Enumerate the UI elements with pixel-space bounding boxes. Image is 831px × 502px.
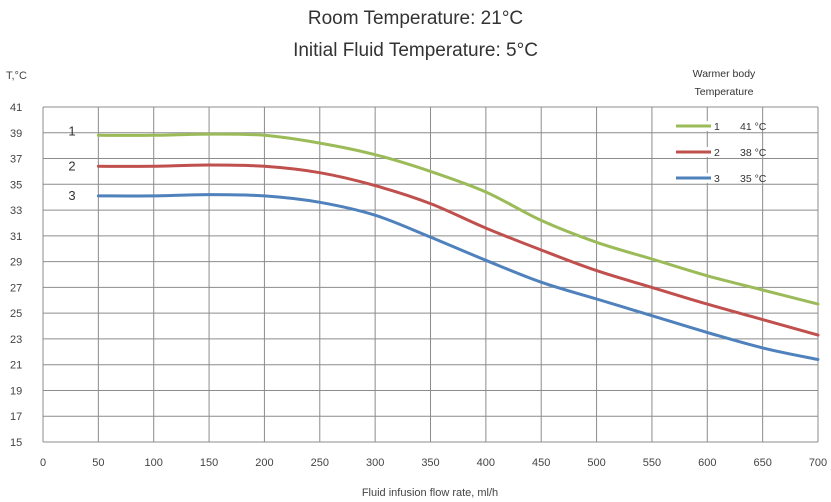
series-line-3 xyxy=(96,193,820,361)
legend-label-2: 38 °C xyxy=(740,147,767,159)
x-tick-label: 200 xyxy=(255,457,273,469)
legend-label-1: 41 °C xyxy=(740,121,767,133)
y-tick-label: 17 xyxy=(10,411,22,423)
series-line-1 xyxy=(96,132,820,306)
series-lines xyxy=(96,132,820,361)
legend-number-2: 2 xyxy=(714,147,720,159)
y-tick-label: 21 xyxy=(10,360,22,372)
y-tick-label: 25 xyxy=(10,308,22,320)
x-tick-label: 100 xyxy=(145,457,163,469)
chart-title: Room Temperature: 21°C xyxy=(307,8,524,29)
y-tick-label: 19 xyxy=(10,385,22,397)
y-tick-label: 39 xyxy=(10,128,22,140)
x-tick-labels: 0 50 100 150 200 250 300 350 400 450 500 550 600 650 7… xyxy=(40,457,827,469)
x-axis-label: Fluid infusion flow rate, ml/h xyxy=(362,487,498,499)
legend-label-3: 35 °C xyxy=(740,173,767,185)
x-tick-label: 350 xyxy=(421,457,439,469)
y-tick-label: 23 xyxy=(10,334,22,346)
series-line-2 xyxy=(96,163,820,337)
curve-label-2: 2 xyxy=(68,158,75,173)
x-tick-label: 0 xyxy=(40,457,46,469)
y-tick-label: 27 xyxy=(10,282,22,294)
x-tick-label: 650 xyxy=(753,457,771,469)
y-tick-label: 33 xyxy=(10,205,22,217)
legend-number-1: 1 xyxy=(714,121,720,133)
x-tick-label: 450 xyxy=(532,457,550,469)
x-tick-label: 50 xyxy=(92,457,104,469)
y-tick-labels: 15 17 19 21 23 25 27 29 31 33 35 37 39 41 xyxy=(10,102,22,449)
x-tick-label: 300 xyxy=(366,457,384,469)
x-tick-label: 250 xyxy=(311,457,329,469)
y-tick-label: 41 xyxy=(10,102,22,114)
legend: 1 41 °C 2 38 °C 3 35 °C Warmer body Temperature xyxy=(668,68,767,185)
y-tick-label: 37 xyxy=(10,154,22,166)
curve-label-3: 3 xyxy=(68,188,75,203)
curve-labels: 1 2 3 xyxy=(68,123,75,203)
x-tick-label: 700 xyxy=(809,457,827,469)
legend-title-line1: Warmer body xyxy=(693,68,756,80)
x-tick-label: 500 xyxy=(587,457,605,469)
legend-number-3: 3 xyxy=(714,173,720,185)
y-tick-label: 31 xyxy=(10,231,22,243)
y-tick-label: 29 xyxy=(10,257,22,269)
x-tick-label: 600 xyxy=(698,457,716,469)
x-tick-label: 400 xyxy=(477,457,495,469)
grid xyxy=(42,106,819,443)
y-tick-label: 15 xyxy=(10,437,22,449)
curve-label-1: 1 xyxy=(68,123,75,138)
y-axis-label: T,°C xyxy=(6,70,27,82)
y-tick-label: 35 xyxy=(10,179,22,191)
legend-title-line2: Temperature xyxy=(695,86,754,98)
x-tick-label: 150 xyxy=(200,457,218,469)
chart-subtitle: Initial Fluid Temperature: 5°C xyxy=(293,40,538,61)
x-tick-label: 550 xyxy=(643,457,661,469)
